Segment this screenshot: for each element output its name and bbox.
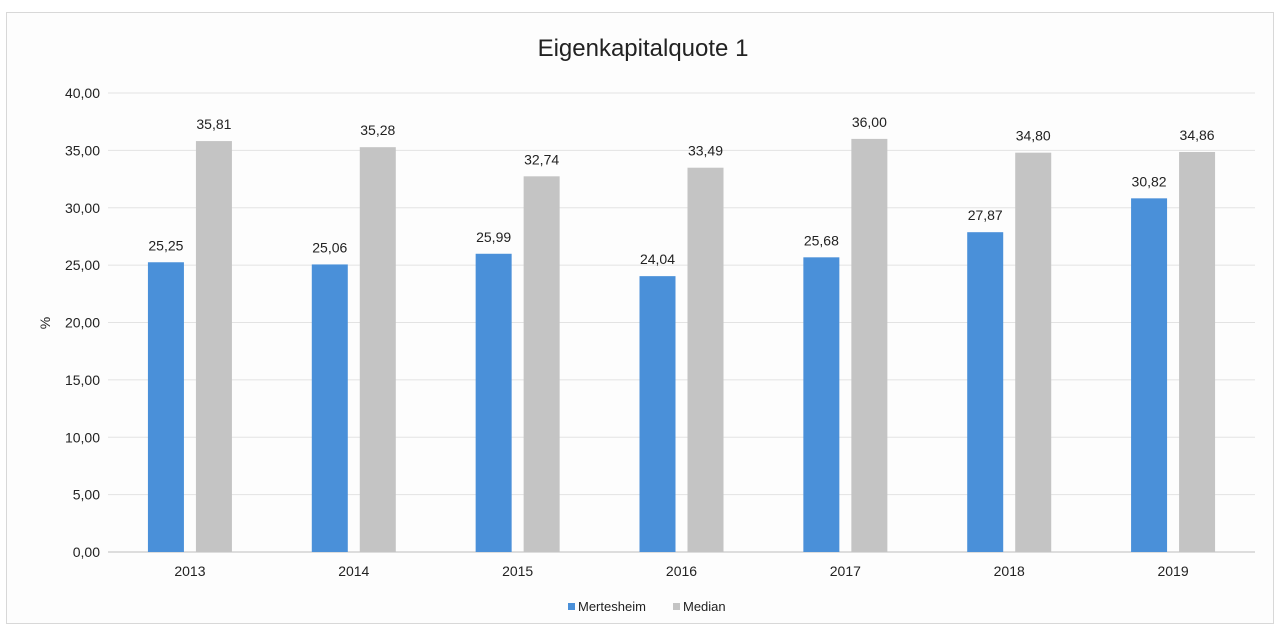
bar-mertesheim	[475, 253, 512, 552]
x-tick-label: 2015	[502, 563, 533, 579]
x-tick-label: 2013	[174, 563, 205, 579]
data-label-mertesheim: 25,25	[148, 237, 183, 253]
bar-median	[851, 138, 888, 552]
bar-median	[359, 147, 396, 553]
bar-mertesheim	[967, 232, 1004, 552]
data-label-mertesheim: 27,87	[968, 207, 1003, 223]
data-label-median: 35,81	[196, 116, 231, 132]
bar-median	[195, 141, 232, 552]
bar-mertesheim	[311, 264, 348, 552]
bar-mertesheim	[639, 276, 676, 552]
x-tick-label: 2017	[830, 563, 861, 579]
gridlines	[108, 92, 1255, 553]
data-label-median: 32,74	[524, 151, 559, 167]
y-tick-label: 0,00	[73, 544, 100, 560]
bar-median	[1015, 152, 1052, 553]
data-label-mertesheim: 25,99	[476, 229, 511, 245]
bar-mertesheim	[147, 262, 184, 552]
data-label-median: 34,80	[1016, 128, 1051, 144]
data-label-median: 33,49	[688, 143, 723, 159]
legend-label-median: Median	[683, 599, 726, 614]
y-tick-label: 40,00	[65, 85, 100, 101]
y-tick-label: 10,00	[65, 429, 100, 445]
data-label-median: 35,28	[360, 122, 395, 138]
x-tick-labels: 2013 2014 2015 2016 2017 2018 2019	[174, 563, 1189, 579]
data-label-mertesheim: 30,82	[1132, 173, 1167, 189]
bar-mertesheim	[803, 257, 840, 552]
data-labels: 25,25 35,81 25,06 35,28 25,99 32,74 24,04 33,49…	[148, 114, 1214, 267]
y-tick-label: 5,00	[73, 487, 100, 503]
y-tick-label: 30,00	[65, 200, 100, 216]
bar-median	[687, 167, 724, 552]
data-label-mertesheim: 25,06	[312, 239, 347, 255]
legend: Mertesheim Median	[568, 599, 726, 614]
x-tick-label: 2014	[338, 563, 369, 579]
legend-swatch-median	[673, 603, 680, 610]
x-tick-label: 2016	[666, 563, 697, 579]
bar-median	[1179, 151, 1216, 552]
y-tick-label: 15,00	[65, 372, 100, 388]
y-tick-label: 25,00	[65, 257, 100, 273]
data-label-mertesheim: 25,68	[804, 232, 839, 248]
legend-swatch-mertesheim	[568, 603, 575, 610]
data-label-mertesheim: 24,04	[640, 251, 675, 267]
y-axis-label: %	[37, 317, 53, 329]
data-label-median: 34,86	[1180, 127, 1215, 143]
bar-median	[523, 176, 560, 552]
legend-label-mertesheim: Mertesheim	[578, 599, 646, 614]
x-tick-label: 2019	[1157, 563, 1188, 579]
y-tick-label: 35,00	[65, 142, 100, 158]
x-tick-label: 2018	[994, 563, 1025, 579]
bar-mertesheim	[1131, 198, 1168, 552]
data-label-median: 36,00	[852, 114, 887, 130]
y-tick-labels: 0,00 5,00 10,00 15,00 20,00 25,00 30,00 35,00 40…	[65, 85, 100, 560]
y-tick-label: 20,00	[65, 315, 100, 331]
bars	[147, 138, 1216, 553]
chart-title: Eigenkapitalquote 1	[538, 35, 749, 62]
